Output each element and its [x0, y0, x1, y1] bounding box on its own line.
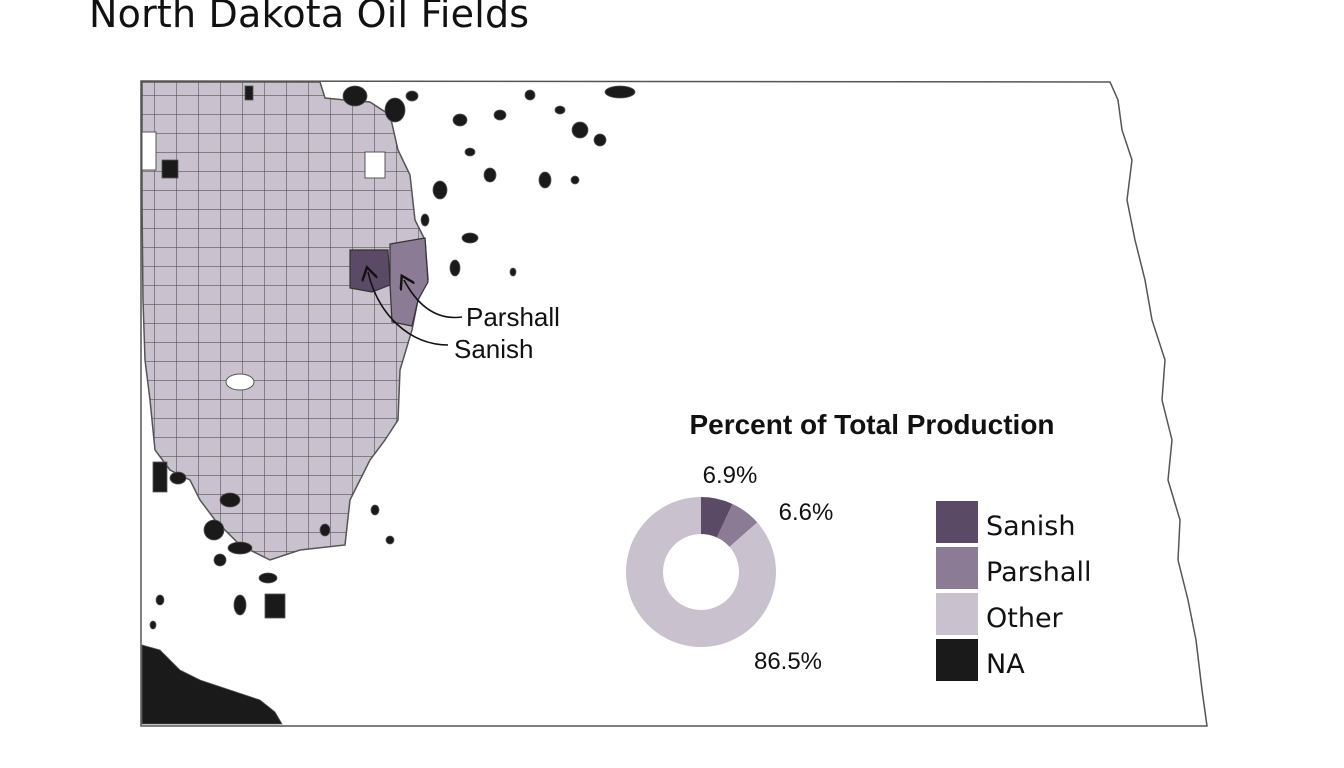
legend-label-parshall: Parshall — [986, 557, 1091, 588]
other-fields-region — [141, 81, 429, 561]
chart-title: Percent of Total Production — [689, 409, 1054, 440]
na-fields — [141, 85, 636, 725]
legend-label-other: Other — [986, 603, 1064, 634]
legend-swatch-other — [936, 593, 978, 635]
legend-label-sanish: Sanish — [986, 511, 1075, 542]
pct-label-sanish: 6.9% — [703, 462, 758, 489]
sanish-field — [349, 249, 391, 293]
field-gap — [364, 151, 386, 179]
sanish-arrow — [368, 272, 449, 346]
legend-swatch-sanish — [936, 501, 978, 543]
lake-gap — [225, 373, 255, 391]
page-title: North Dakota Oil Fields — [89, 0, 530, 36]
parshall-label: Parshall — [466, 302, 560, 332]
legend-swatch-parshall — [936, 547, 978, 589]
production-donut-chart — [626, 497, 776, 648]
field-gap — [141, 131, 157, 171]
legend: Sanish Parshall Other NA — [936, 501, 1091, 681]
legend-label-na: NA — [986, 649, 1025, 680]
donut-slice-sanish — [701, 497, 733, 538]
pct-label-other: 86.5% — [754, 648, 822, 675]
donut-slice-other — [626, 497, 776, 648]
legend-swatch-na — [936, 639, 978, 681]
parshall-arrow — [404, 280, 463, 319]
pct-label-parshall: 6.6% — [779, 499, 834, 526]
sanish-label: Sanish — [454, 334, 534, 364]
donut-slice-parshall — [716, 503, 758, 547]
